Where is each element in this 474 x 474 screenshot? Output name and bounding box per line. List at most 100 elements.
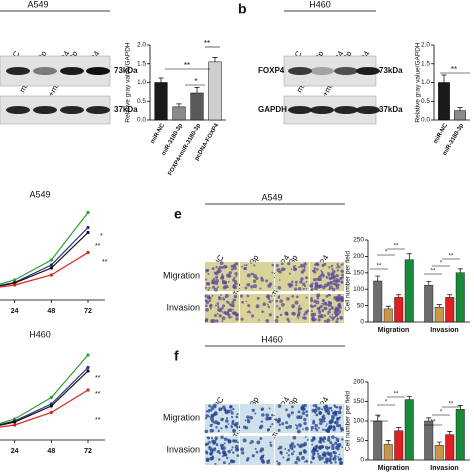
error-bar <box>212 57 218 62</box>
y-tick-label: 0.5 <box>421 98 430 105</box>
cell-dot <box>222 296 224 299</box>
cell-dot <box>204 417 208 420</box>
cell-dot <box>318 284 323 288</box>
cell-dot <box>228 308 233 312</box>
cell-dot <box>335 295 340 300</box>
point <box>86 365 90 370</box>
cell-dot <box>220 427 223 430</box>
cell-dot <box>303 417 307 422</box>
cell-dot <box>339 276 343 280</box>
cell-dot <box>292 450 295 453</box>
cell-dot <box>217 304 219 306</box>
significance: ** <box>431 420 436 426</box>
cell-dot <box>278 445 283 450</box>
cell-dot <box>211 429 215 432</box>
cell-dot <box>330 461 333 465</box>
micrograph <box>240 436 274 465</box>
cell-dot <box>224 408 227 411</box>
cell-dot <box>329 276 333 280</box>
line-series <box>0 370 89 426</box>
cell-dot <box>317 454 322 459</box>
cell-dot <box>213 403 217 408</box>
cell-dot <box>204 299 208 303</box>
cell-dot <box>222 297 226 301</box>
cell-dot <box>235 317 239 321</box>
significance: ** <box>449 402 454 408</box>
y-tick-label: 100 <box>353 418 364 425</box>
cell-dot <box>236 426 239 429</box>
error-bar <box>447 431 453 435</box>
cell-dot <box>224 284 229 289</box>
cell-dot <box>304 285 307 288</box>
cell-dot <box>332 456 337 461</box>
cell-dot <box>210 436 213 440</box>
cell-dot <box>224 425 228 428</box>
cell-dot <box>278 423 282 426</box>
cell-dot <box>215 265 218 269</box>
cell-dot <box>267 428 271 432</box>
bar <box>404 399 414 461</box>
cell-line: H460 <box>309 0 331 9</box>
cell-dot <box>205 269 209 273</box>
cell-dot <box>331 307 334 310</box>
cell-dot <box>312 456 316 460</box>
point <box>49 395 53 400</box>
cell-dot <box>337 417 340 420</box>
cell-dot <box>328 266 331 269</box>
cell-dot <box>310 425 315 430</box>
cell-dot <box>266 303 269 306</box>
cell-dot <box>329 452 333 455</box>
cell-dot <box>329 421 332 424</box>
y-tick-label: 150 <box>353 398 364 405</box>
cell-dot <box>318 446 322 450</box>
cell-dot <box>323 262 327 266</box>
cell-dot <box>298 266 300 269</box>
cell-dot <box>267 305 271 309</box>
cell-dot <box>292 265 296 269</box>
cell-dot <box>235 282 238 285</box>
cell-dot <box>299 307 303 311</box>
cell-dot <box>208 404 212 408</box>
cell-dot <box>301 456 305 460</box>
error-bar <box>426 417 432 421</box>
cell-dot <box>269 441 272 444</box>
micrograph <box>275 435 309 466</box>
cell-dot <box>321 415 324 418</box>
cell-dot <box>211 455 214 458</box>
cell-dot <box>327 283 330 287</box>
cell-dot <box>304 436 307 438</box>
cell-dot <box>232 451 235 454</box>
cell-dot <box>269 425 272 428</box>
cell-dot <box>215 443 219 447</box>
cell-dot <box>321 271 324 274</box>
y-tick-label: 1.0 <box>137 79 146 86</box>
cell-dot <box>338 302 341 306</box>
cell-dot <box>221 405 226 410</box>
cell-dot <box>324 407 328 412</box>
cell-dot <box>315 445 319 448</box>
cell-dot <box>251 314 255 318</box>
cell-dot <box>329 281 332 284</box>
bar <box>394 297 404 323</box>
cell-dot <box>310 310 314 313</box>
bar <box>454 110 466 121</box>
cell-dot <box>211 267 215 271</box>
cell-dot <box>319 441 323 444</box>
cell-dot <box>284 311 289 316</box>
cell-dot <box>295 283 298 287</box>
cell-dot <box>305 459 309 463</box>
cell-line: A549 <box>27 0 48 9</box>
cell-dot <box>324 457 329 461</box>
bar <box>208 61 222 121</box>
cell-dot <box>303 316 307 320</box>
cell-dot <box>207 409 211 413</box>
cell-dot <box>220 446 224 449</box>
cell-dot <box>278 307 281 310</box>
cell-dot <box>204 319 208 323</box>
y-tick-label: 200 <box>353 379 364 386</box>
cell-dot <box>210 409 213 412</box>
micrograph <box>240 404 274 433</box>
cell-dot <box>340 269 344 274</box>
cell-dot <box>303 407 306 411</box>
cell-dot <box>309 461 313 464</box>
